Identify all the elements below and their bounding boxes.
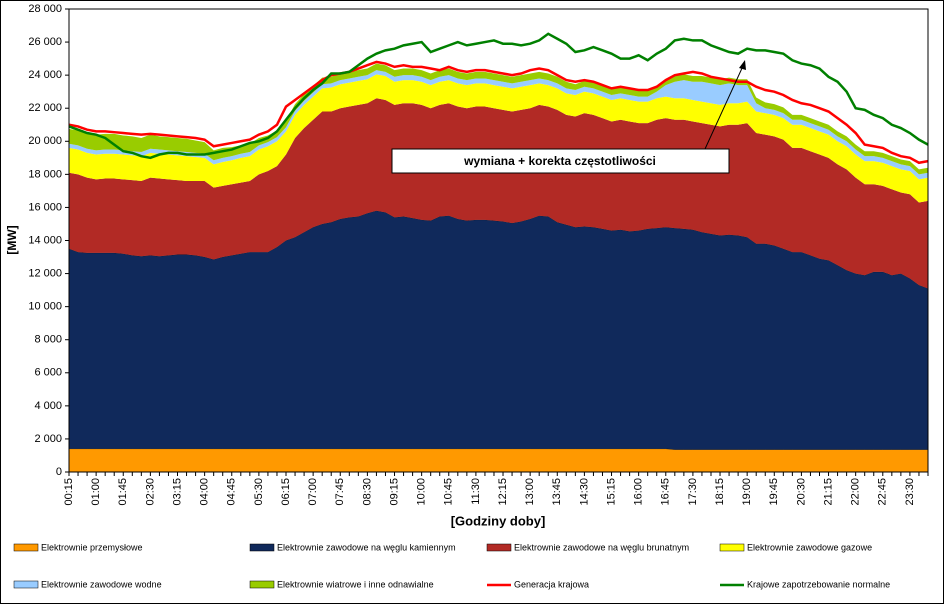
y-tick-label: 12 000 <box>28 267 62 279</box>
x-tick-label: 08:30 <box>361 478 373 506</box>
legend-swatch <box>249 543 275 552</box>
x-tick-label: 04:00 <box>199 478 211 506</box>
x-tick-label: 15:15 <box>605 478 617 506</box>
x-tick-label: 07:00 <box>307 478 319 506</box>
x-tick-label: 10:00 <box>416 478 428 506</box>
y-tick-label: 0 <box>56 466 62 478</box>
x-tick-label: 21:15 <box>822 478 834 506</box>
annotation-text: wymiana + korekta częstotliwości <box>463 154 656 168</box>
y-tick-label: 22 000 <box>28 102 62 114</box>
area-series <box>69 98 928 289</box>
legend-swatch <box>249 580 275 589</box>
x-tick-label: 11:30 <box>470 478 482 505</box>
x-tick-label: 06:15 <box>280 478 292 506</box>
y-tick-label: 4 000 <box>34 400 62 412</box>
x-tick-label: 20:30 <box>795 478 807 506</box>
x-tick-label: 01:45 <box>117 478 129 506</box>
y-tick-label: 10 000 <box>28 301 62 313</box>
x-tick-label: 16:00 <box>633 478 645 506</box>
area-series <box>69 448 928 472</box>
legend-box <box>3 533 941 601</box>
x-tick-label: 07:45 <box>334 478 346 506</box>
x-tick-label: 23:30 <box>904 478 916 506</box>
legend-swatch <box>13 543 39 552</box>
area-series <box>69 70 928 180</box>
legend: Elektrownie przemysłowe Elektrownie zawod… <box>3 533 941 601</box>
line-series <box>68 60 929 165</box>
legend-swatch <box>486 543 512 552</box>
legend-label: Elektrownie zawodowe na węglu brunatnym <box>514 542 689 552</box>
x-tick-label: 18:15 <box>714 478 726 506</box>
y-tick-label: 28 000 <box>28 3 62 15</box>
legend-swatch <box>719 543 745 552</box>
x-tick-label: 12:15 <box>497 478 509 506</box>
y-tick-label: 16 000 <box>28 201 62 213</box>
y-tick-label: 18 000 <box>28 168 62 180</box>
annotation: wymiana + korekta częstotliwości <box>391 60 746 174</box>
y-tick-label: 2 000 <box>34 433 62 445</box>
plot-area: 0 2 000 4 000 6 000 8 000 10 000 12 000 14 000 1… <box>28 3 929 506</box>
x-tick-label: 13:00 <box>524 478 536 506</box>
x-tick-label: 05:30 <box>253 478 265 506</box>
legend-label: Elektrownie przemysłowe <box>41 542 143 552</box>
legend-label: Elektrownie zawodowe gazowe <box>747 542 872 552</box>
x-tick-label: 01:00 <box>90 478 102 506</box>
x-tick-label: 10:45 <box>443 478 455 506</box>
x-tick-label: 09:15 <box>388 478 400 506</box>
x-tick-label: 19:00 <box>741 478 753 506</box>
x-tick-label: 19:45 <box>768 478 780 506</box>
y-axis-label: [MW] <box>5 225 19 254</box>
y-tick-label: 8 000 <box>34 334 62 346</box>
legend-label: Elektrownie zawodowe na węglu kamiennym <box>277 542 456 552</box>
legend-label: Elektrownie wiatrowe i inne odnawialne <box>277 579 434 589</box>
legend-swatch <box>13 580 39 589</box>
y-tick-label: 24 000 <box>28 69 62 81</box>
legend-label: Krajowe zapotrzebowanie normalne <box>747 579 890 589</box>
y-tick-label: 14 000 <box>28 234 62 246</box>
x-tick-label: 00:15 <box>63 478 75 506</box>
x-tick-label: 22:45 <box>877 478 889 506</box>
x-tick-label: 22:00 <box>850 478 862 506</box>
arrow-head <box>739 60 746 70</box>
annotation-box <box>391 148 730 174</box>
x-tick-label: 04:45 <box>226 478 238 506</box>
legend-label: Generacja krajowa <box>514 579 589 589</box>
x-tick-label: 17:30 <box>687 478 699 506</box>
line-series <box>68 32 929 160</box>
y-tick-label: 6 000 <box>34 367 62 379</box>
x-tick-label: 14:30 <box>578 478 590 506</box>
x-tick-label: 02:30 <box>144 478 156 506</box>
y-tick-label: 26 000 <box>28 36 62 48</box>
x-tick-label: 13:45 <box>551 478 563 506</box>
x-axis-label: [Godziny doby] <box>451 513 546 528</box>
annotation-arrow <box>704 65 744 150</box>
x-tick-label: 16:45 <box>660 478 672 506</box>
x-tick-label: 03:15 <box>171 478 183 506</box>
y-tick-label: 20 000 <box>28 135 62 147</box>
area-series <box>69 74 928 203</box>
legend-label: Elektrownie zawodowe wodne <box>41 579 162 589</box>
